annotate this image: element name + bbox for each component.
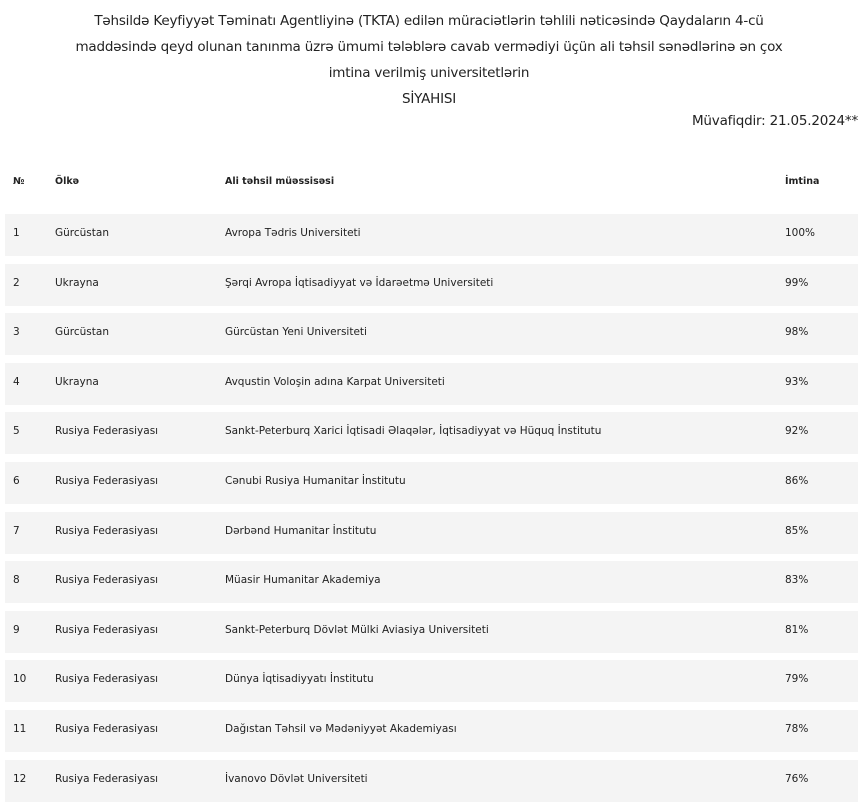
table-row: 10 Rusiya Federasiyası Dünya İqtisadiyyatı… — [5, 660, 858, 703]
header-number: № — [13, 176, 25, 187]
header-refusal: İmtina — [785, 176, 820, 187]
table-row: 5 Rusiya Federasiyası Sankt-Peterburq Xari… — [5, 412, 858, 455]
cell-institution: Dağıstan Təhsil və Mədəniyyət Akademiyas… — [225, 722, 457, 735]
cell-institution: Dünya İqtisadiyyatı İnstitutu — [225, 673, 374, 686]
cell-country: Ukrayna — [55, 276, 99, 289]
document-title: Təhsildə Keyfiyyət Təminatı Agentliyinə … — [0, 8, 858, 112]
cell-institution: Müasir Humanitar Akademiya — [225, 574, 381, 587]
cell-country: Rusiya Federasiyası — [55, 772, 159, 785]
cell-number: 7 — [13, 524, 20, 537]
table-row: 2 Ukrayna Şərqi Avropa İqtisadiyyat və İda… — [5, 263, 858, 306]
cell-institution: Sankt-Peterburq Dövlət Mülki Aviasiya Un… — [225, 623, 489, 636]
cell-refusal: 79% — [785, 673, 809, 686]
table-row: 3 Gürcüstan Gürcüstan Yeni Universiteti 98% — [5, 313, 858, 356]
cell-number: 12 — [13, 772, 27, 785]
cell-number: 3 — [13, 326, 20, 339]
cell-country: Rusiya Federasiyası — [55, 524, 159, 537]
title-line: imtina verilmiş universitetlərin — [328, 65, 530, 81]
cell-refusal: 100% — [785, 227, 816, 239]
cell-number: 9 — [13, 623, 20, 636]
cell-refusal: 76% — [785, 772, 809, 785]
cell-number: 5 — [13, 425, 20, 438]
cell-country: Gürcüstan — [55, 227, 109, 239]
cell-institution: Avqustin Voloşin adına Karpat Universite… — [225, 375, 445, 388]
title-heading: SİYAHISI — [401, 91, 457, 107]
table-row: 4 Ukrayna Avqustin Voloşin adına Karpat Un… — [5, 362, 858, 405]
cell-country: Gürcüstan — [55, 326, 109, 339]
cell-refusal: 92% — [785, 425, 809, 438]
cell-institution: Avropa Tədris Universiteti — [225, 227, 361, 239]
cell-refusal: 81% — [785, 623, 809, 636]
cell-country: Rusiya Federasiyası — [55, 574, 159, 587]
cell-institution: Gürcüstan Yeni Universiteti — [225, 326, 367, 339]
table-header: № Ölkə Ali təhsil müəssisəsi İmtina — [0, 176, 858, 194]
cell-country: Rusiya Federasiyası — [55, 722, 159, 735]
table-row: 7 Rusiya Federasiyası Dərbənd Humanitar İn… — [5, 511, 858, 554]
cell-refusal: 85% — [785, 524, 809, 537]
effective-date: Müvafiqdir: 21.05.2024** — [691, 113, 858, 129]
cell-institution: İvanovo Dövlət Universiteti — [225, 772, 368, 785]
cell-number: 4 — [13, 375, 20, 388]
cell-number: 10 — [13, 673, 27, 686]
cell-institution: Şərqi Avropa İqtisadiyyat və İdarəetmə U… — [225, 276, 494, 289]
header-institution: Ali təhsil müəssisəsi — [225, 176, 335, 187]
cell-country: Rusiya Federasiyası — [55, 425, 159, 438]
cell-number: 6 — [13, 474, 20, 487]
table-row: 8 Rusiya Federasiyası Müasir Humanitar Aka… — [5, 561, 858, 604]
header-country: Ölkə — [55, 176, 80, 187]
table-body: 1 Gürcüstan Avropa Tədris Universiteti 100%… — [5, 214, 858, 809]
cell-refusal: 99% — [785, 276, 809, 289]
cell-institution: Cənubi Rusiya Humanitar İnstitutu — [225, 474, 406, 487]
cell-refusal: 86% — [785, 474, 809, 487]
title-line: Təhsildə Keyfiyyət Təminatı Agentliyinə … — [94, 13, 764, 29]
cell-refusal: 93% — [785, 375, 809, 388]
cell-refusal: 83% — [785, 574, 809, 587]
cell-number: 8 — [13, 574, 20, 587]
table-row: 12 Rusiya Federasiyası İvanovo Dövlət Univ… — [5, 759, 858, 802]
cell-country: Rusiya Federasiyası — [55, 673, 159, 686]
cell-number: 2 — [13, 276, 20, 289]
cell-institution: Sankt-Peterburq Xarici İqtisadi Əlaqələr… — [225, 425, 602, 438]
table-row: 6 Rusiya Federasiyası Cənubi Rusiya Humani… — [5, 461, 858, 504]
cell-refusal: 98% — [785, 326, 809, 339]
cell-number: 1 — [13, 227, 20, 239]
cell-institution: Dərbənd Humanitar İnstitutu — [225, 524, 377, 537]
cell-number: 11 — [13, 722, 27, 735]
table-row: 9 Rusiya Federasiyası Sankt-Peterburq Dövl… — [5, 610, 858, 653]
cell-country: Rusiya Federasiyası — [55, 474, 159, 487]
title-line: maddəsində qeyd olunan tanınma üzrə ümum… — [75, 39, 783, 55]
cell-country: Ukrayna — [55, 375, 99, 388]
cell-refusal: 78% — [785, 722, 809, 735]
cell-country: Rusiya Federasiyası — [55, 623, 159, 636]
table-row: 1 Gürcüstan Avropa Tədris Universiteti 100% — [5, 214, 858, 256]
table-row: 11 Rusiya Federasiyası Dağıstan Təhsil və … — [5, 709, 858, 752]
